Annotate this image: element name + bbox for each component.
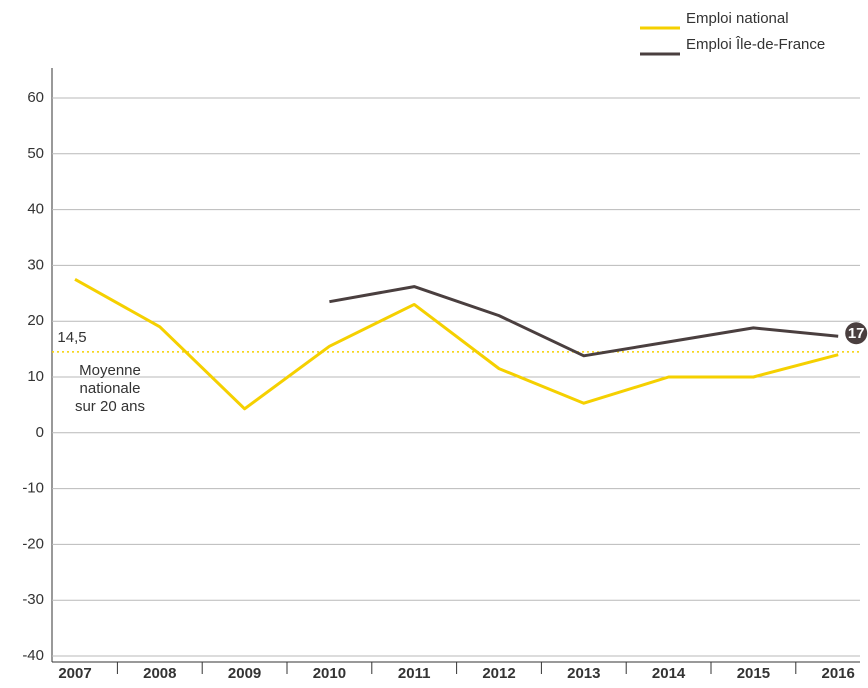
y-tick-label: 10 [27,368,44,385]
x-tick-label: 2010 [313,665,346,682]
x-tick-label: 2016 [822,665,855,682]
series-line [74,278,839,411]
value-badge [845,322,868,345]
y-tick-label: -30 [22,591,44,608]
x-tick-label: 2015 [737,665,770,682]
y-tick-label: 0 [36,424,44,441]
x-tick-label: 2011 [398,665,431,682]
series-line [329,285,839,358]
value-label: 17 [848,325,865,342]
y-tick-label: -10 [22,480,44,497]
y-tick-label: -40 [22,647,44,664]
legend-label: Emploi Île-de-France [686,36,825,53]
y-tick-label: 20 [27,312,44,329]
y-tick-label: -20 [22,535,44,552]
x-tick-label: 2012 [482,665,515,682]
y-tick-label: 40 [27,201,44,218]
reference-text: Moyenne [79,362,141,379]
x-tick-label: 2007 [58,665,91,682]
x-tick-label: 2014 [652,665,686,682]
x-tick-label: 2008 [143,665,176,682]
legend-label: Emploi national [686,10,789,27]
x-tick-label: 2013 [567,665,600,682]
reference-text: sur 20 ans [75,398,145,415]
y-tick-label: 60 [27,89,44,106]
reference-text: nationale [80,380,141,397]
y-tick-label: 50 [27,145,44,162]
reference-label: 14,5 [57,329,86,346]
y-tick-label: 30 [27,256,44,273]
x-tick-label: 2009 [228,665,261,682]
